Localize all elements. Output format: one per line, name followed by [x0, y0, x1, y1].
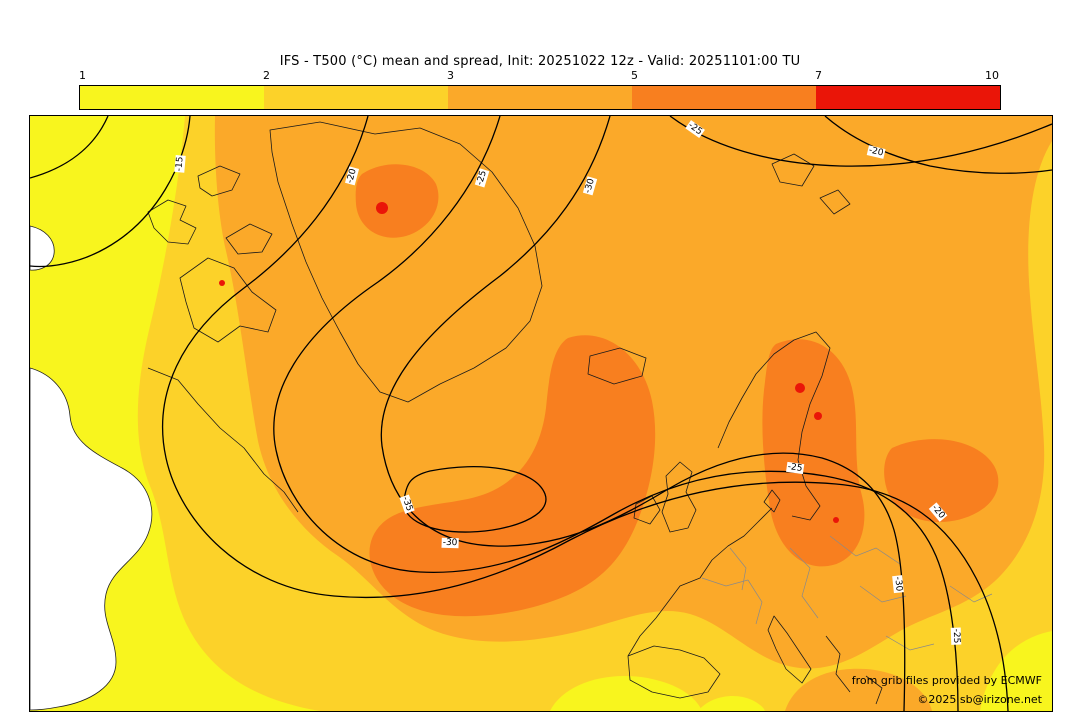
contour-line [669, 116, 1052, 167]
coast-canada-islands [197, 165, 241, 197]
spread-fill-1-2-pocket [980, 631, 1052, 711]
coast-greenland [269, 121, 543, 403]
coast-baffin [179, 257, 277, 343]
contour-label: -25 [950, 627, 962, 645]
coast-svalbard [819, 189, 851, 215]
colorbar-tick-labels: 1 2 3 5 7 10 [79, 69, 999, 82]
contour-label: -25 [786, 461, 804, 475]
contour-line [30, 116, 109, 179]
spread-fill-below-1 [30, 225, 153, 711]
page-title: IFS - T500 (°C) mean and spread, Init: 2… [279, 54, 801, 69]
coast-adriatic [825, 635, 851, 693]
spread-fill-1-2-pocket [550, 675, 702, 711]
contour-line [162, 116, 1009, 711]
colorbar-segment-7-10 [816, 86, 1000, 109]
contour-line [273, 116, 959, 711]
colorbar-tick: 7 [815, 69, 822, 82]
coast-canada-islands [147, 199, 197, 245]
colorbar-tick: 2 [263, 69, 270, 82]
coast-iberia [627, 645, 721, 699]
coast-denmark [763, 489, 781, 513]
colorbar [79, 85, 1001, 110]
coast-svalbard [771, 153, 815, 187]
coast-britain [661, 461, 697, 533]
spread-fill-5-7 [355, 164, 439, 238]
colorbar-segment-1-2 [80, 86, 264, 109]
coast-greece [865, 675, 883, 705]
spread-fill-5-7 [369, 335, 656, 617]
contour-label: -15 [174, 155, 186, 173]
colorbar-tick: 5 [631, 69, 638, 82]
mean-contour-lines [30, 116, 1052, 711]
contour-line [30, 116, 191, 268]
coast-norway [717, 331, 831, 521]
coast-canada-islands [225, 223, 273, 255]
spread-fill-5-7 [762, 339, 865, 567]
coast-italy [767, 615, 812, 684]
spread-fill-1-2-pocket [698, 695, 765, 711]
colorbar-tick: 10 [985, 69, 999, 82]
map-canvas: -15 -20 -25 -30 -25 -20 -20 -25 -30 -25 … [29, 115, 1053, 712]
contour-line [824, 116, 1052, 174]
copyright-credit: ©2025 sb@irizone.net [917, 693, 1042, 706]
contour-line [380, 116, 906, 711]
spread-fill-3-5-tongue [785, 668, 932, 711]
spread-fill-7-10 [219, 202, 839, 523]
coastlines [147, 121, 883, 705]
map-svg [30, 116, 1052, 711]
coast-labrador [147, 367, 299, 513]
data-source-credit: from grib files provided by ECMWF [851, 674, 1042, 687]
country-borders [701, 535, 993, 651]
coast-ireland [633, 495, 661, 525]
colorbar-tick: 1 [79, 69, 86, 82]
colorbar-segment-2-3 [264, 86, 448, 109]
colorbar-segment-5-7 [632, 86, 816, 109]
colorbar-tick: 3 [447, 69, 454, 82]
contour-label: -30 [441, 537, 459, 549]
coast-west-europe [627, 507, 773, 657]
spread-fill-5-7 [884, 439, 999, 523]
coast-iceland [587, 347, 647, 385]
contour-label: -30 [892, 575, 904, 593]
colorbar-segment-3-5 [448, 86, 632, 109]
